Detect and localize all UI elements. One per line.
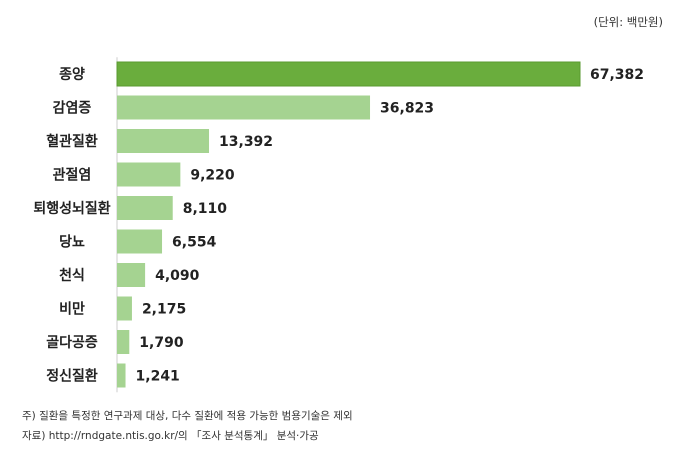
category-label: 비만 xyxy=(59,302,85,318)
category-label: 혈관질환 xyxy=(46,133,98,150)
category-label: 관절염 xyxy=(53,167,92,184)
bar xyxy=(116,61,581,87)
value-label: 4,090 xyxy=(155,268,200,284)
footnotes: 주) 질환을 특정한 연구과제 대상, 다수 질환에 적용 가능한 범용기술은 … xyxy=(22,406,353,446)
category-label: 천식 xyxy=(59,268,85,284)
value-label: 8,110 xyxy=(183,201,228,217)
footnote-source: 자료) http://rndgate.ntis.go.kr/의 「조사 분석통계… xyxy=(22,430,319,442)
bar xyxy=(117,296,132,321)
bar-chart: 종양 67,382 감염증 36,823 혈관질환 13,392 관절염 9,220 퇴행성뇌질… xyxy=(33,57,644,393)
value-label: 6,554 xyxy=(172,235,217,251)
bar xyxy=(117,263,146,287)
value-label: 13,392 xyxy=(219,134,273,150)
footnote-note: 주) 질환을 특정한 연구과제 대상, 다수 질환에 적용 가능한 범용기술은 … xyxy=(22,410,353,422)
category-label: 당뇨 xyxy=(59,234,85,251)
category-label: 골다공증 xyxy=(46,335,98,351)
bar xyxy=(117,95,371,120)
category-label: 정신질환 xyxy=(46,368,98,385)
bar xyxy=(117,196,173,220)
value-label: 1,790 xyxy=(139,335,184,351)
bar xyxy=(117,129,210,153)
bar xyxy=(117,229,163,254)
bar xyxy=(117,330,130,354)
value-label: 9,220 xyxy=(190,168,235,184)
category-label: 종양 xyxy=(59,67,85,83)
value-label: 1,241 xyxy=(136,369,180,385)
unit-label: (단위: 백만원) xyxy=(593,15,663,29)
category-label: 감염증 xyxy=(53,100,92,117)
value-label: 2,175 xyxy=(142,302,186,318)
value-label: 67,382 xyxy=(590,67,644,83)
value-label: 36,823 xyxy=(380,101,434,117)
bar xyxy=(117,162,181,187)
bar xyxy=(117,363,126,388)
category-label: 퇴행성뇌질환 xyxy=(33,200,110,217)
